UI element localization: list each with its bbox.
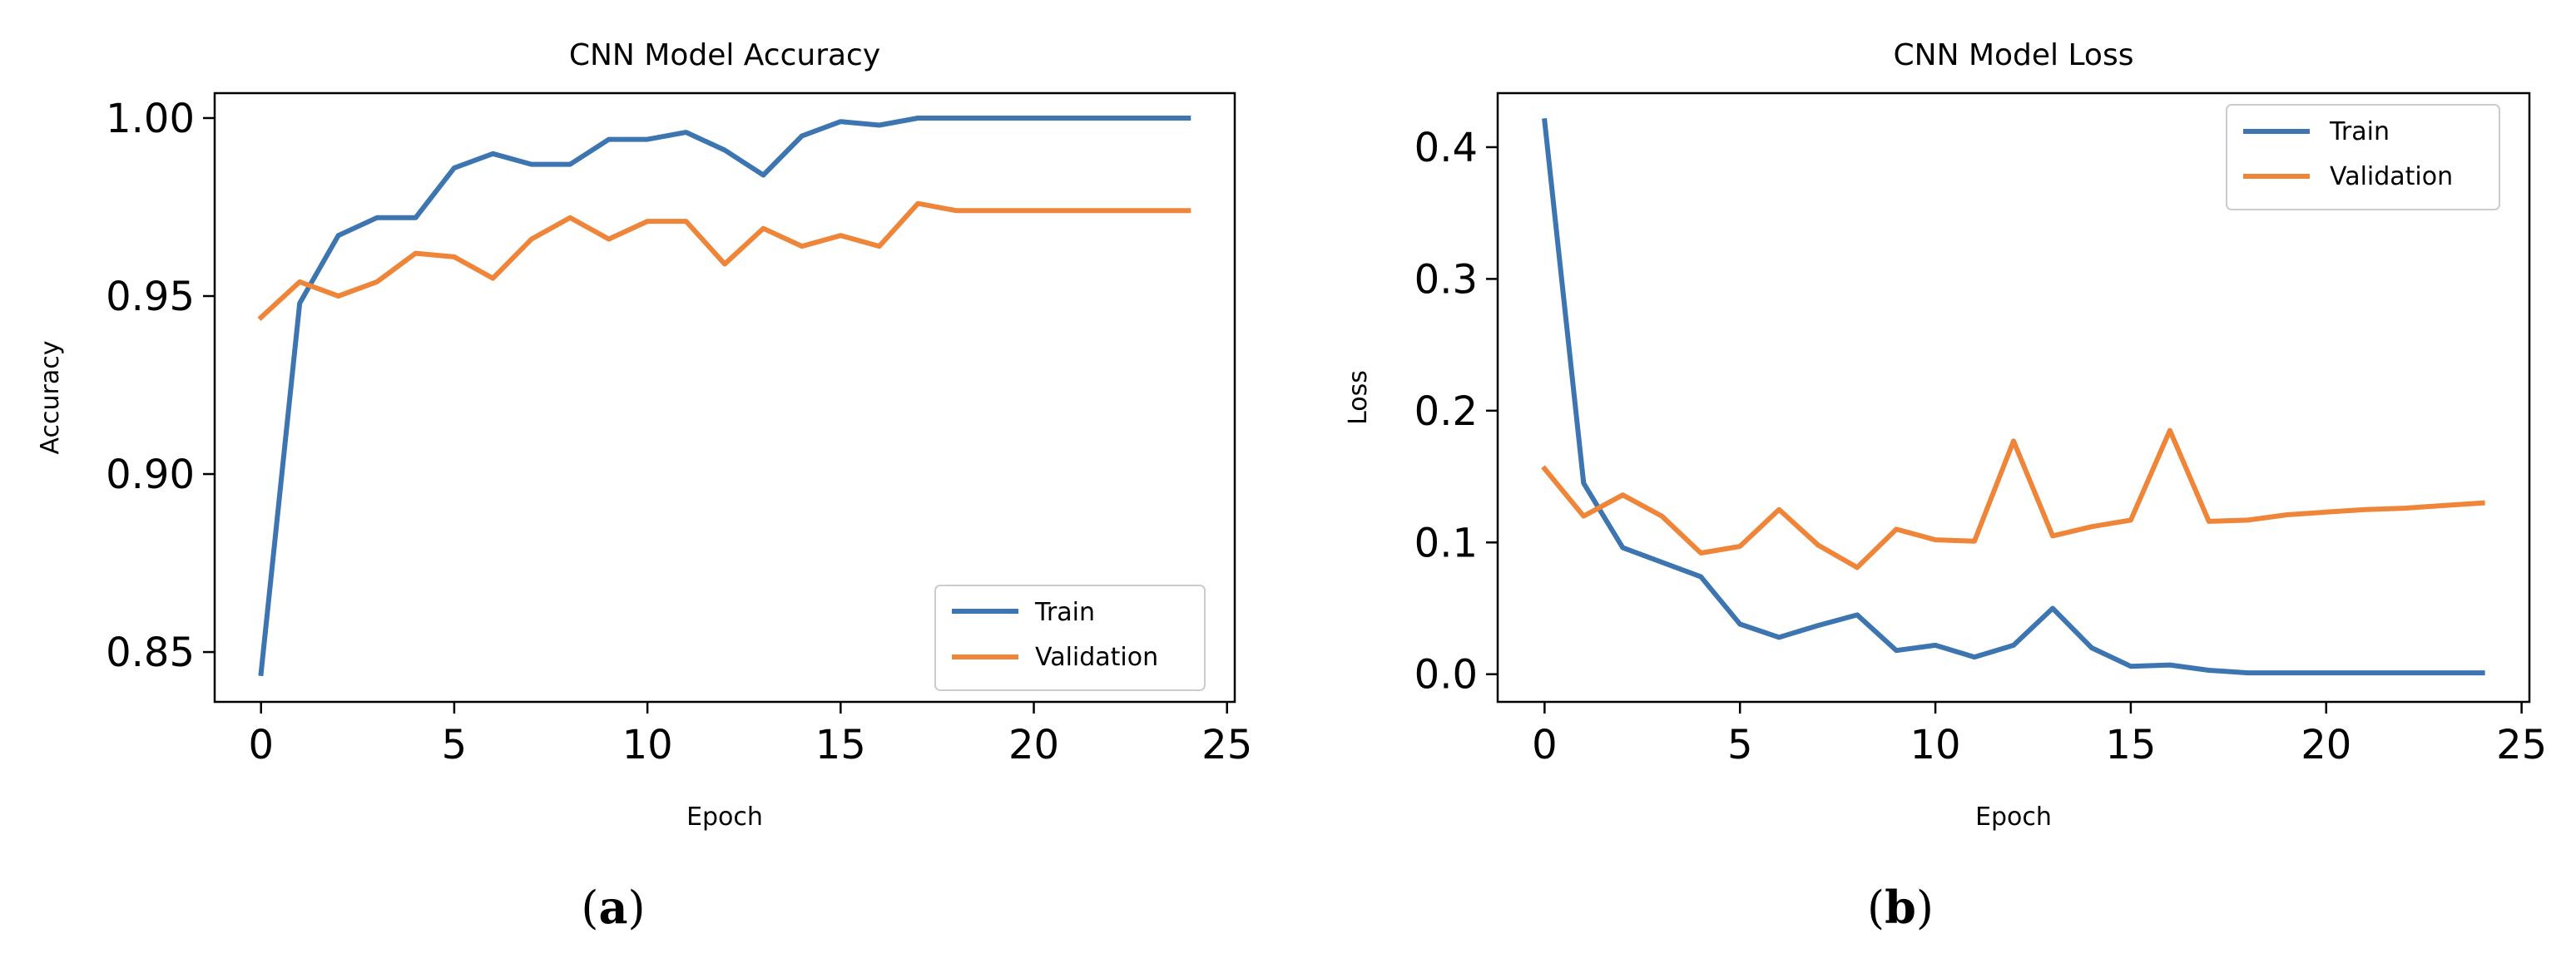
y-tick-label: 0.90 bbox=[106, 452, 195, 498]
y-tick-label: 0.3 bbox=[1414, 256, 1478, 303]
x-axis-label: Epoch bbox=[1975, 803, 2052, 832]
x-tick-label: 0 bbox=[248, 722, 274, 768]
caption-open-paren: ( bbox=[1867, 882, 1885, 934]
y-tick-label: 0.1 bbox=[1414, 520, 1478, 566]
legend-train-label: Train bbox=[1034, 598, 1095, 627]
y-tick-label: 0.0 bbox=[1414, 652, 1478, 699]
loss-chart: CNN Model Loss Epoch Loss 0 5 10 15 20 250.00… bbox=[1344, 38, 2547, 934]
series-line-train bbox=[1542, 117, 2485, 676]
legend-validation-label: Validation bbox=[2330, 162, 2453, 191]
plot-frame bbox=[1496, 91, 2531, 704]
x-tick-label: 0 bbox=[1532, 722, 1558, 768]
y-tick-label: 1.00 bbox=[106, 96, 195, 142]
x-axis-label: Epoch bbox=[686, 803, 763, 832]
panel-caption: (a) bbox=[581, 881, 645, 934]
accuracy-chart: CNN Model Accuracy Epoch Accuracy 0 5 10 15… bbox=[36, 38, 1252, 934]
legend: Train Validation bbox=[2226, 104, 2500, 210]
panel-caption: (b) bbox=[1867, 881, 1934, 934]
y-tick-label: 0.95 bbox=[106, 274, 195, 320]
legend: Train Validation bbox=[934, 585, 1206, 691]
caption-close-paren: ) bbox=[1916, 882, 1934, 934]
series-layer bbox=[1541, 117, 2485, 676]
y-tick-label: 0.85 bbox=[106, 630, 195, 676]
plot-frame bbox=[213, 91, 1236, 704]
x-tick-label: 20 bbox=[1008, 722, 1059, 768]
x-tick-label: 20 bbox=[2301, 722, 2351, 768]
series-line-validation bbox=[1541, 427, 2485, 570]
x-tick-label: 25 bbox=[2496, 722, 2547, 768]
x-tick-label: 10 bbox=[622, 722, 673, 768]
x-tick-label: 10 bbox=[1910, 722, 1961, 768]
y-axis-label: Loss bbox=[1344, 370, 1373, 425]
x-tick-label: 15 bbox=[815, 722, 866, 768]
y-tick-label: 0.4 bbox=[1414, 125, 1478, 171]
y-axis-label: Accuracy bbox=[36, 341, 65, 455]
y-tick-label: 0.2 bbox=[1414, 388, 1478, 435]
x-tick-label: 15 bbox=[2105, 722, 2156, 768]
x-tick-label: 5 bbox=[442, 722, 468, 768]
caption-open-paren: ( bbox=[581, 882, 598, 934]
caption-letter: b bbox=[1885, 881, 1916, 934]
series-line-train bbox=[258, 116, 1191, 677]
caption-close-paren: ) bbox=[628, 882, 646, 934]
caption-letter: a bbox=[599, 881, 628, 934]
chart-title: CNN Model Accuracy bbox=[569, 38, 880, 72]
chart-title: CNN Model Loss bbox=[1894, 38, 2134, 72]
x-tick-label: 25 bbox=[1201, 722, 1252, 768]
series-layer bbox=[257, 116, 1191, 677]
ticks: 0 5 10 15 20 25 0.0 0.1 0.2 0.3 0.4 bbox=[1414, 125, 2547, 768]
ticks: 0 5 10 15 20 25 0.85 0.90 0.95 1.00 bbox=[106, 96, 1252, 768]
legend-validation-label: Validation bbox=[1035, 643, 1158, 672]
x-tick-label: 5 bbox=[1727, 722, 1753, 768]
series-line-validation bbox=[257, 200, 1191, 321]
legend-train-label: Train bbox=[2329, 117, 2390, 146]
